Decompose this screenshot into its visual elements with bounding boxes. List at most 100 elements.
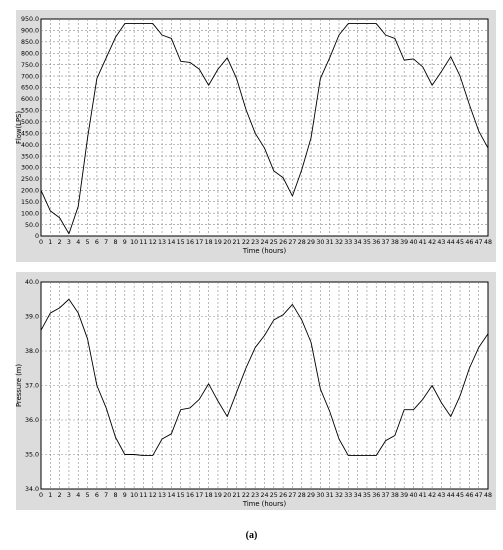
x-tick-label: 6 xyxy=(95,239,99,246)
x-tick-label: 12 xyxy=(149,239,157,246)
x-tick-label: 28 xyxy=(298,492,306,499)
y-tick-label: 200.0 xyxy=(21,188,39,195)
x-tick-label: 13 xyxy=(158,492,166,499)
y-tick-label: 350.0 xyxy=(21,153,39,160)
y-tick-label: 36.0 xyxy=(25,417,39,424)
y-tick-label: 35.0 xyxy=(25,452,39,459)
x-tick-label: 5 xyxy=(86,239,90,246)
x-tick-label: 30 xyxy=(316,492,324,499)
x-tick-label: 39 xyxy=(400,492,408,499)
x-tick-label: 39 xyxy=(400,239,408,246)
y-tick-label: 150.0 xyxy=(21,199,39,206)
x-tick-label: 26 xyxy=(279,492,287,499)
y-tick-label: 39.0 xyxy=(25,314,39,321)
x-tick-label: 46 xyxy=(465,492,473,499)
x-tick-label: 21 xyxy=(233,239,241,246)
x-tick-label: 48 xyxy=(484,492,492,499)
x-tick-label: 47 xyxy=(475,239,483,246)
x-axis-label: Time (hours) xyxy=(242,247,287,255)
x-tick-label: 40 xyxy=(409,239,417,246)
x-tick-label: 45 xyxy=(456,492,464,499)
y-tick-label: 40.0 xyxy=(25,279,39,286)
x-tick-label: 22 xyxy=(242,239,250,246)
x-tick-label: 10 xyxy=(130,239,138,246)
y-tick-label: 900.0 xyxy=(21,28,39,35)
x-tick-label: 9 xyxy=(123,492,127,499)
x-tick-label: 40 xyxy=(409,492,417,499)
x-tick-label: 13 xyxy=(158,239,166,246)
x-tick-label: 43 xyxy=(437,239,445,246)
x-tick-label: 10 xyxy=(130,492,138,499)
x-tick-label: 15 xyxy=(177,239,185,246)
x-tick-label: 6 xyxy=(95,492,99,499)
x-tick-label: 25 xyxy=(270,492,278,499)
x-tick-label: 36 xyxy=(372,239,380,246)
y-tick-label: 700.0 xyxy=(21,73,39,80)
y-tick-label: 750.0 xyxy=(21,62,39,69)
x-tick-label: 7 xyxy=(104,492,108,499)
x-tick-label: 19 xyxy=(214,239,222,246)
y-tick-label: 250.0 xyxy=(21,176,39,183)
x-tick-label: 29 xyxy=(307,492,315,499)
x-tick-label: 19 xyxy=(214,492,222,499)
y-tick-label: 450.0 xyxy=(21,130,39,137)
x-tick-label: 21 xyxy=(233,492,241,499)
x-tick-label: 45 xyxy=(456,239,464,246)
y-tick-label: 800.0 xyxy=(21,50,39,57)
x-tick-label: 1 xyxy=(48,492,52,499)
x-tick-label: 44 xyxy=(447,492,455,499)
x-tick-label: 42 xyxy=(428,492,436,499)
x-tick-label: 30 xyxy=(316,239,324,246)
x-tick-label: 11 xyxy=(139,492,147,499)
y-tick-label: 100.0 xyxy=(21,210,39,217)
x-tick-label: 35 xyxy=(363,492,371,499)
x-tick-label: 41 xyxy=(419,239,427,246)
x-tick-label: 31 xyxy=(326,492,334,499)
y-tick-label: 34.0 xyxy=(25,486,39,493)
figure-caption: (a) xyxy=(245,530,258,541)
x-tick-label: 14 xyxy=(167,239,175,246)
x-tick-label: 26 xyxy=(279,239,287,246)
x-tick-label: 0 xyxy=(39,239,43,246)
y-axis-label: Flow(LPS) xyxy=(15,111,23,144)
x-tick-label: 36 xyxy=(372,492,380,499)
plot-area xyxy=(40,281,489,490)
x-tick-label: 24 xyxy=(260,239,268,246)
y-tick-label: 600.0 xyxy=(21,96,39,103)
x-tick-label: 5 xyxy=(86,492,90,499)
x-tick-label: 0 xyxy=(39,492,43,499)
y-tick-label: 400.0 xyxy=(21,142,39,149)
x-tick-label: 34 xyxy=(354,239,362,246)
y-tick-label: 300.0 xyxy=(21,165,39,172)
x-tick-label: 15 xyxy=(177,492,185,499)
y-tick-label: 0 xyxy=(35,233,39,240)
x-tick-label: 2 xyxy=(58,492,62,499)
x-tick-label: 27 xyxy=(288,239,296,246)
x-tick-label: 32 xyxy=(335,492,343,499)
x-tick-label: 4 xyxy=(76,492,80,499)
x-tick-label: 42 xyxy=(428,239,436,246)
x-tick-label: 38 xyxy=(391,492,399,499)
x-tick-label: 11 xyxy=(139,239,147,246)
y-tick-label: 37.0 xyxy=(25,383,39,390)
x-tick-label: 38 xyxy=(391,239,399,246)
x-tick-label: 16 xyxy=(186,492,194,499)
y-axis-label: Pressure (m) xyxy=(15,364,23,407)
x-tick-label: 18 xyxy=(205,492,213,499)
x-tick-label: 31 xyxy=(326,239,334,246)
x-tick-label: 3 xyxy=(67,239,71,246)
x-tick-label: 33 xyxy=(344,239,352,246)
y-tick-label: 50.0 xyxy=(25,222,39,229)
x-tick-label: 17 xyxy=(195,239,203,246)
x-tick-label: 32 xyxy=(335,239,343,246)
x-tick-label: 24 xyxy=(260,492,268,499)
x-tick-label: 8 xyxy=(113,492,117,499)
x-tick-label: 47 xyxy=(475,492,483,499)
x-axis-label: Time (hours) xyxy=(242,500,287,508)
x-tick-label: 16 xyxy=(186,239,194,246)
y-tick-label: 950.0 xyxy=(21,16,39,23)
x-tick-label: 14 xyxy=(167,492,175,499)
x-tick-label: 4 xyxy=(76,239,80,246)
x-tick-label: 37 xyxy=(382,492,390,499)
